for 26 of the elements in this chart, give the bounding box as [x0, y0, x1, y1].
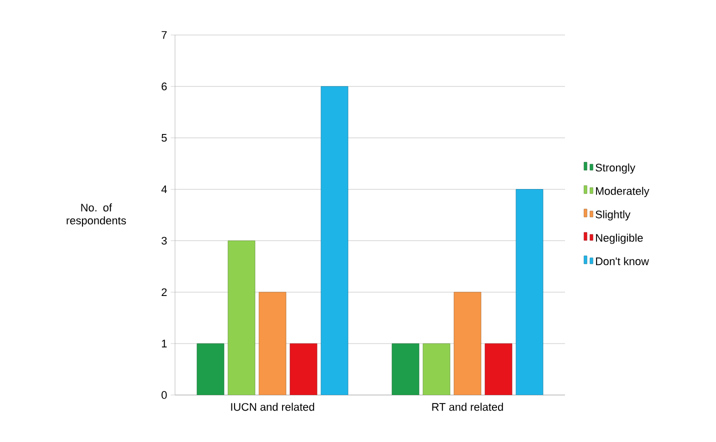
bar	[484, 343, 512, 395]
bar	[320, 86, 348, 395]
bar	[392, 343, 420, 395]
y-tick-label: 5	[162, 134, 167, 142]
y-tick-label: 1	[162, 340, 167, 348]
y-tick-label: 6	[162, 82, 167, 90]
bar	[422, 343, 450, 395]
bar	[228, 240, 256, 395]
y-tick-label: 0	[162, 391, 167, 399]
bar	[196, 343, 224, 395]
legend-label: Don't know	[596, 257, 650, 266]
legend-label: Moderately	[596, 186, 650, 198]
bar	[290, 343, 318, 395]
legend-label: Negligible	[596, 234, 643, 244]
x-tick-label: IUCN and related	[231, 402, 314, 411]
legend-label: Strongly	[596, 163, 636, 174]
bar	[454, 292, 482, 395]
legend-label: Slightly	[596, 210, 630, 220]
x-tick-label: RT and related	[432, 402, 503, 411]
bar	[516, 189, 544, 395]
bar	[258, 292, 286, 395]
y-tick-label: 4	[161, 186, 167, 194]
y-tick-label: 2	[162, 288, 167, 296]
y-axis-title: No. of respondents	[66, 203, 126, 227]
y-tick-label: 3	[162, 236, 167, 245]
y-tick-label: 7	[162, 31, 167, 39]
